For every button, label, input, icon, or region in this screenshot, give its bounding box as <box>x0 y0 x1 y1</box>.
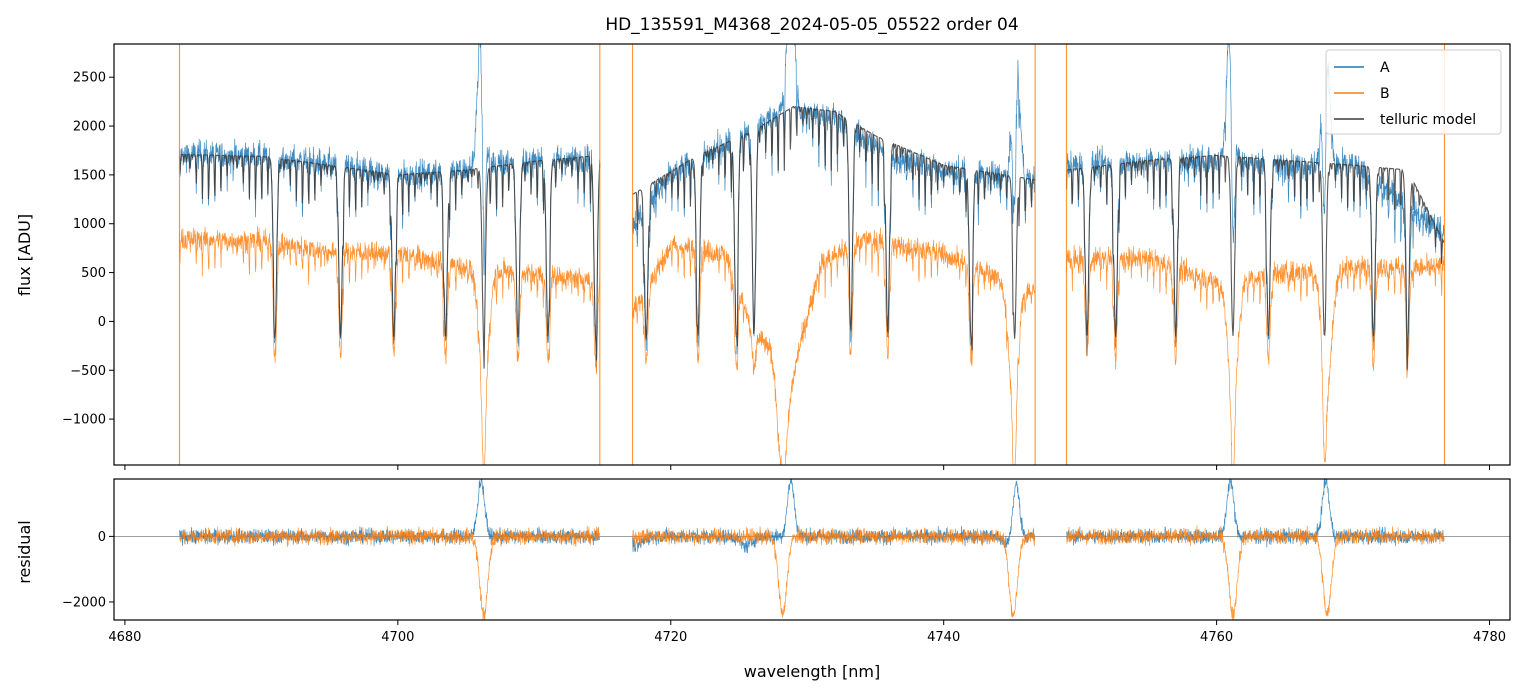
x-tick-label: 4700 <box>381 630 414 645</box>
x-tick-label: 4740 <box>927 630 960 645</box>
x-tick-label: 4720 <box>654 630 687 645</box>
legend-label-b: B <box>1380 86 1390 102</box>
y-tick-label: 500 <box>81 266 106 281</box>
flux-y-axis-label: flux [ADU] <box>15 214 34 296</box>
y-tick-label: 0 <box>98 530 106 545</box>
legend-label-telluric: telluric model <box>1380 112 1476 128</box>
flux-panel: −1000 −500 0 500 1000 1500 2000 2500 flux [ADU] <box>15 43 1511 470</box>
x-tick-label: 4780 <box>1473 630 1506 645</box>
residual-b-line <box>179 525 1445 620</box>
telluric-model-line <box>178 105 1445 370</box>
y-tick-label: −500 <box>70 364 106 379</box>
chart-title: HD_135591_M4368_2024-05-05_05522 order 0… <box>605 15 1018 35</box>
x-tick-label: 4760 <box>1200 630 1233 645</box>
legend-box <box>1325 49 1502 135</box>
y-tick-label: −1000 <box>62 413 106 428</box>
residual-a-line <box>179 479 1445 554</box>
residual-y-axis-label: residual <box>15 520 34 583</box>
y-tick-label: 2000 <box>73 120 106 135</box>
y-tick-label: 1000 <box>73 217 106 232</box>
legend-label-a: A <box>1380 60 1390 76</box>
series-b-line <box>179 225 1445 465</box>
y-tick-label: −2000 <box>62 595 106 610</box>
y-tick-label: 2500 <box>73 71 106 86</box>
residual-panel: −2000 0 4680 4700 4720 4740 4760 4780 residual <box>15 478 1511 645</box>
residual-panel-frame <box>113 478 1511 621</box>
y-tick-label: 1500 <box>73 168 106 183</box>
x-axis-label: wavelength [nm] <box>744 662 881 681</box>
x-tick-label: 4680 <box>108 630 141 645</box>
flux-panel-frame <box>113 43 1511 466</box>
legend: A B telluric model <box>1325 49 1502 135</box>
y-tick-label: 0 <box>98 315 106 330</box>
